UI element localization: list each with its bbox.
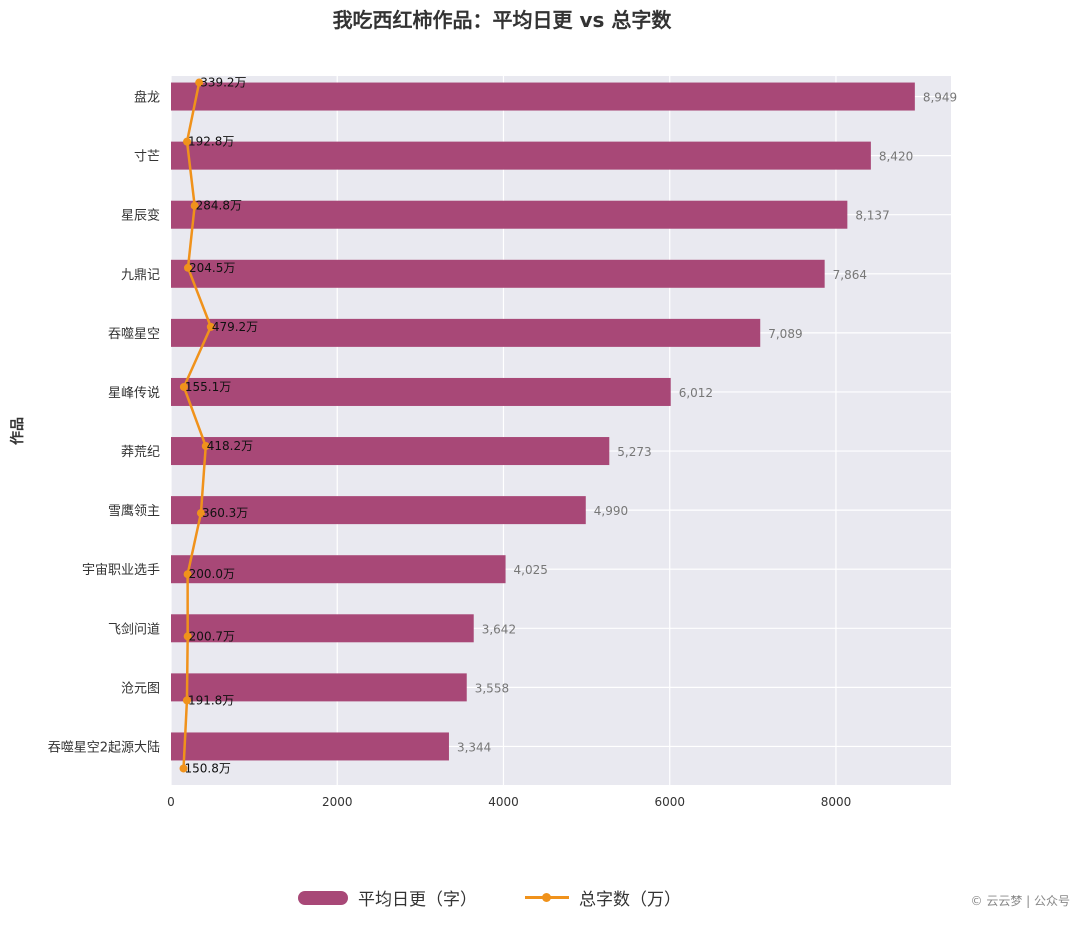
line-value-label: 191.8万 <box>188 693 234 707</box>
bar-value-label: 8,137 <box>855 209 889 223</box>
y-tick-label: 寸芒 <box>134 149 160 165</box>
x-tick-label: 8000 <box>821 795 852 809</box>
line-marker <box>201 442 210 451</box>
legend: 平均日更（字） 总字数（万） <box>298 885 717 910</box>
line-marker <box>183 632 192 641</box>
line-marker <box>196 509 205 518</box>
y-tick-label: 宇宙职业选手 <box>82 563 160 578</box>
bar <box>171 437 610 466</box>
line-marker-icon <box>525 893 569 902</box>
x-axis-ticks: 0 2000 4000 6000 8000 <box>167 795 851 809</box>
bar-value-label: 7,864 <box>833 268 867 282</box>
bar <box>171 259 825 288</box>
line-marker <box>183 263 192 272</box>
line-value-label: 479.2万 <box>212 320 258 334</box>
bar-swatch-icon <box>298 890 348 905</box>
bar-series: 8,949 8,420 8,137 7,864 7,089 6,012 5,273 4,990… <box>171 82 957 761</box>
legend-item-bar[interactable]: 平均日更（字） <box>298 885 477 910</box>
line-value-label: 150.8万 <box>185 761 231 775</box>
line-marker <box>179 382 188 391</box>
line-marker <box>182 696 191 705</box>
y-axis-ticks: 盘龙寸芒星辰变九鼎记吞噬星空星峰传说莽荒纪雪鹰领主宇宙职业选手飞剑问道沧元图吞噬… <box>48 90 160 756</box>
line-value-label: 339.2万 <box>200 76 246 90</box>
line-value-label: 284.8万 <box>196 199 242 213</box>
line-value-label: 204.5万 <box>189 261 235 275</box>
line-series: 339.2万 192.8万 284.8万 204.5万 479.2万 155.1万 418.… <box>179 76 258 775</box>
bar-value-label: 3,344 <box>457 740 491 754</box>
line-value-label: 360.3万 <box>202 506 248 520</box>
line-value-label: 192.8万 <box>188 135 234 149</box>
plot-background <box>171 76 951 785</box>
total-words-line <box>182 82 213 769</box>
bar-value-label: 4,990 <box>594 504 628 518</box>
line-marker <box>183 137 192 146</box>
bar-value-label: 8,949 <box>923 91 957 105</box>
y-tick-label: 雪鹰领主 <box>108 503 160 519</box>
bar-value-label: 5,273 <box>617 445 651 459</box>
bar-value-label: 8,420 <box>879 150 913 164</box>
y-tick-label: 飞剑问道 <box>108 621 160 637</box>
bar-value-label: 6,012 <box>679 386 713 400</box>
x-tick-label: 2000 <box>322 795 353 809</box>
line-marker <box>179 764 188 773</box>
legend-line-label: 总字数（万） <box>579 890 681 910</box>
bar-value-label: 4,025 <box>514 563 548 577</box>
bar <box>171 200 848 229</box>
y-tick-label: 莽荒纪 <box>121 445 160 460</box>
y-tick-label: 星峰传说 <box>108 386 160 401</box>
y-tick-label: 盘龙 <box>134 90 160 106</box>
legend-item-line[interactable]: 总字数（万） <box>525 885 681 910</box>
bar-value-label: 3,642 <box>482 622 516 636</box>
bar <box>171 614 474 643</box>
x-tick-label: 4000 <box>488 795 519 809</box>
bar <box>171 732 449 761</box>
bar <box>171 673 467 702</box>
chart-plot: 8,949 8,420 8,137 7,864 7,089 6,012 5,273 4,990… <box>9 76 957 809</box>
y-tick-label: 九鼎记 <box>121 268 160 283</box>
line-marker <box>183 570 192 579</box>
x-tick-label: 0 <box>167 795 175 809</box>
line-marker <box>195 78 204 87</box>
line-value-label: 418.2万 <box>207 439 253 453</box>
y-axis-label: 作品 <box>9 417 26 445</box>
bar-value-label: 3,558 <box>475 681 509 695</box>
y-tick-label: 吞噬星空 <box>108 327 160 342</box>
bar-value-label: 7,089 <box>768 327 802 341</box>
chart-title: 我吃西红柿作品：平均日更 vs 总字数 <box>332 8 672 32</box>
bar <box>171 496 586 525</box>
line-value-label: 200.0万 <box>189 567 235 581</box>
line-marker <box>206 322 215 331</box>
y-tick-label: 星辰变 <box>121 208 160 224</box>
watermark: © 云云梦 | 公众号 <box>970 894 1071 908</box>
bar <box>171 82 915 111</box>
bar <box>171 141 871 170</box>
bar <box>171 318 761 347</box>
line-marker <box>190 201 199 210</box>
line-value-label: 200.7万 <box>189 629 235 643</box>
legend-bar-label: 平均日更（字） <box>358 890 477 910</box>
y-tick-label: 吞噬星空2起源大陆 <box>48 739 160 755</box>
line-value-label: 155.1万 <box>185 380 231 394</box>
bar <box>171 377 671 406</box>
y-tick-label: 沧元图 <box>121 680 160 696</box>
x-tick-label: 6000 <box>654 795 685 809</box>
bar <box>171 555 506 584</box>
